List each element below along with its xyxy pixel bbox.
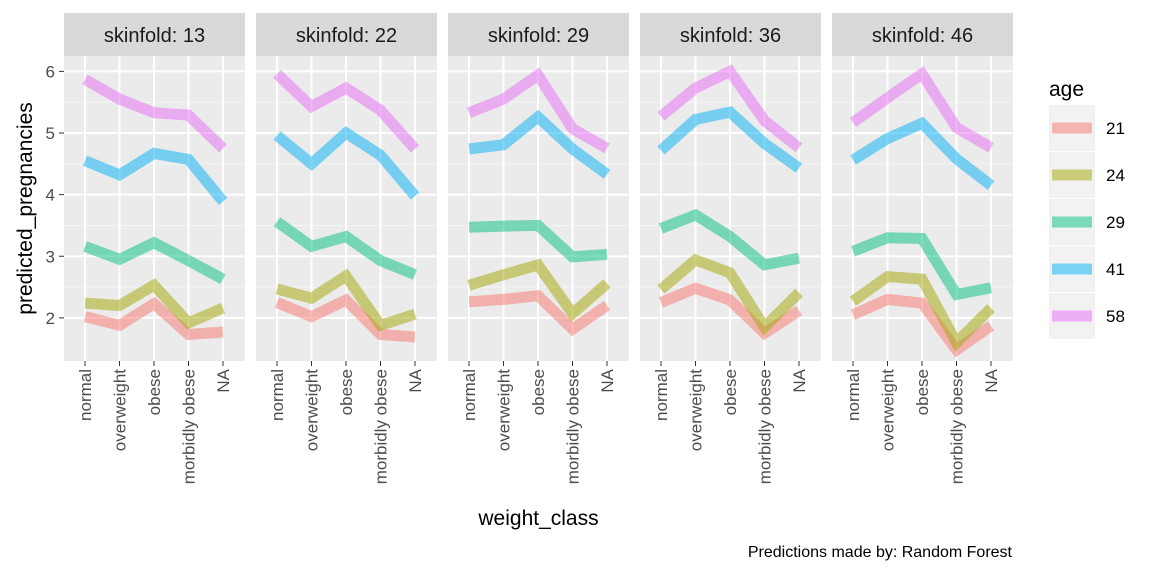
facet-panel: skinfold: 22 normal overweight obese morbidl… — [256, 13, 437, 484]
y-axis-title: predicted_pregnancies — [14, 102, 37, 314]
y-tick-label: 3 — [46, 247, 55, 266]
x-tick-label: obese — [145, 369, 164, 415]
x-tick-label: overweight — [687, 369, 706, 451]
series-line-age-21 — [468, 289, 611, 337]
facet-strip — [256, 13, 437, 56]
legend-title: age — [1049, 78, 1084, 101]
legend-label: 24 — [1106, 166, 1125, 185]
series-line-age-41 — [468, 109, 611, 179]
facet-panel: skinfold: 29 normal overweight obese morbidl… — [448, 13, 629, 484]
x-tick-label: NA — [598, 368, 617, 392]
x-tick-label: normal — [844, 369, 863, 421]
chart-caption: Predictions made by: Random Forest — [748, 544, 1013, 561]
x-tick-label: morbidly obese — [564, 369, 583, 484]
legend-label: 41 — [1106, 260, 1125, 279]
series-line-age-41 — [850, 116, 995, 190]
x-tick-label: NA — [214, 368, 233, 392]
series-line-age-58 — [657, 64, 803, 153]
x-tick-label: overweight — [303, 369, 322, 451]
x-tick-label: obese — [913, 369, 932, 415]
y-tick-label: 4 — [46, 186, 55, 205]
y-tick-label: 5 — [46, 124, 55, 143]
facet-strip — [448, 13, 629, 56]
x-tick-label: obese — [721, 369, 740, 415]
series-line-age-24 — [657, 253, 803, 336]
series-line-age-21 — [274, 293, 416, 343]
x-tick-label: NA — [406, 368, 425, 392]
series-line-age-29 — [468, 219, 608, 263]
series-line-age-58 — [466, 67, 610, 154]
x-tick-label: morbidly obese — [372, 369, 391, 484]
x-tick-label: normal — [652, 369, 671, 421]
x-tick-label: normal — [460, 369, 479, 421]
facet-strip-label: skinfold: 29 — [488, 25, 589, 47]
series-line-age-24 — [849, 270, 995, 352]
facet-panel: skinfold: 36 normal overweight obese morbidl… — [640, 13, 821, 484]
x-tick-label: overweight — [111, 369, 130, 451]
series-line-age-41 — [657, 106, 803, 173]
series-line-age-21 — [658, 282, 803, 341]
facet-strip-label: skinfold: 36 — [680, 25, 781, 47]
y-tick-label: 6 — [46, 62, 55, 81]
x-tick-label: obese — [529, 369, 548, 415]
x-tick-label: normal — [268, 369, 287, 421]
legend-label: 21 — [1106, 119, 1125, 138]
y-tick-label: 2 — [46, 309, 55, 328]
series-line-age-41 — [273, 126, 420, 200]
facet-strip-label: skinfold: 13 — [104, 25, 205, 47]
facet-panel: skinfold: 13 normal overweight obese morbidl… — [64, 13, 245, 484]
series-line-age-58 — [273, 69, 420, 153]
series-line-age-29 — [658, 208, 801, 271]
facet-strip-label: skinfold: 22 — [296, 25, 397, 47]
x-tick-label: morbidly obese — [180, 369, 199, 484]
x-tick-label: overweight — [879, 369, 898, 451]
facet-strip-label: skinfold: 46 — [872, 25, 973, 47]
x-tick-label: morbidly obese — [756, 369, 775, 484]
x-tick-label: NA — [982, 368, 1001, 392]
x-tick-label: NA — [790, 368, 809, 392]
series-line-age-29 — [83, 236, 226, 284]
series-line-age-29 — [850, 232, 993, 301]
series-line-age-21 — [83, 296, 224, 341]
x-tick-label: overweight — [495, 369, 514, 451]
facet-strip — [832, 13, 1013, 56]
x-tick-label: morbidly obese — [948, 369, 967, 484]
facet-panel: skinfold: 46 normal overweight obese morbidl… — [832, 13, 1013, 484]
legend-label: 29 — [1106, 213, 1125, 232]
series-line-age-24 — [84, 278, 226, 330]
facet-strip — [64, 13, 245, 56]
legend-label: 58 — [1106, 307, 1125, 326]
x-tick-label: normal — [76, 369, 95, 421]
series-line-age-29 — [273, 217, 418, 280]
series-line-age-41 — [82, 147, 228, 205]
x-tick-label: obese — [337, 369, 356, 415]
series-line-age-24 — [275, 268, 417, 332]
facet-strip — [640, 13, 821, 56]
series-line-age-58 — [82, 74, 227, 153]
x-axis-title: weight_class — [477, 507, 598, 530]
series-line-age-24 — [467, 258, 611, 322]
series-line-age-21 — [850, 293, 995, 358]
series-line-age-58 — [849, 66, 994, 153]
legend: age 21 24 29 41 58 — [1049, 78, 1125, 339]
